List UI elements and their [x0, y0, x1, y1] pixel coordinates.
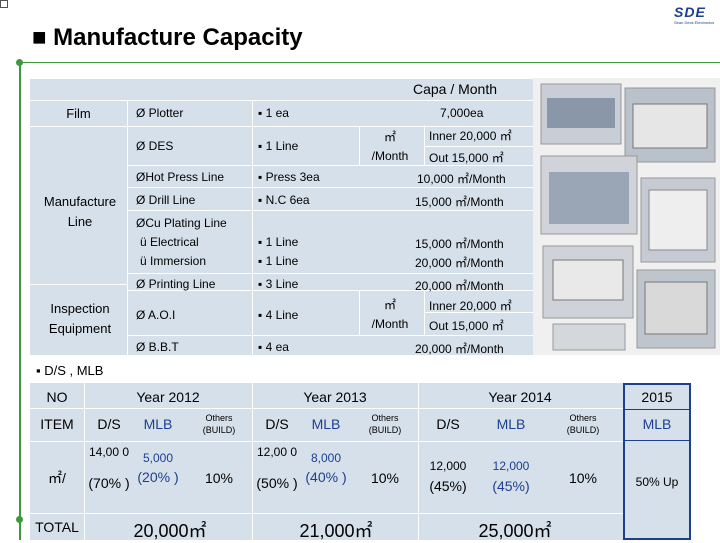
y2012-ds-pct: (70% )	[88, 475, 130, 491]
left-accent-bar	[19, 62, 21, 540]
y2012-others-header: Others (BUILD)	[202, 413, 236, 435]
header-no: NO	[46, 389, 68, 405]
y2013-mlb-header: MLB	[311, 416, 341, 432]
corner-marker	[0, 0, 8, 8]
y2014-ds-value: 12,000	[429, 459, 467, 473]
row-hotpress-capa: 10,000 ㎡/Month	[417, 172, 506, 186]
group-inspection: Inspection Equipment	[48, 301, 112, 336]
y2014-mlb-value: 12,000	[492, 459, 530, 473]
title-text: Manufacture Capacity	[53, 24, 303, 51]
row-total: TOTAL	[35, 519, 79, 535]
row-hotpress-equip: ▪ Press 3ea	[258, 170, 320, 184]
capa-header: Capa / Month	[412, 81, 498, 97]
row-cuplating-equip2: ▪ 1 Line	[258, 254, 299, 268]
capacity-table	[30, 78, 533, 355]
row-aoi-process: Ø A.O.I	[136, 308, 176, 322]
title-bullet: ■	[32, 24, 47, 51]
row-drill-process: Ø Drill Line	[136, 193, 196, 207]
y2014-ds-pct: (45%)	[429, 478, 467, 494]
row-unit: ㎡/	[48, 470, 66, 486]
y2012-mlb-header: MLB	[143, 416, 173, 432]
year-2015-column	[623, 383, 691, 540]
y2013-ds-header: D/S	[265, 416, 289, 432]
y2012-total: 20,000㎡	[133, 521, 207, 541]
row-des-inner: Inner 20,000 ㎡	[429, 129, 512, 143]
page-title: ■ Manufacture Capacity	[32, 24, 303, 52]
year-2014-header: Year 2014	[488, 389, 552, 405]
row-cuplating-immersion: ü Immersion	[140, 254, 207, 268]
y2012-mlb-value: 5,000	[142, 451, 174, 465]
row-printing-capa: 20,000 ㎡/Month	[415, 279, 504, 293]
row-des-process: Ø DES	[136, 139, 174, 153]
row-aoi-out: Out 15,000 ㎡	[429, 319, 504, 333]
y2015-mlb-header: MLB	[642, 416, 672, 432]
row-aoi-equip: ▪ 4 Line	[258, 308, 299, 322]
row-plotter-process: Ø Plotter	[136, 106, 184, 120]
y2013-ds-pct: (50% )	[256, 475, 298, 491]
accent-dot-top	[16, 59, 23, 66]
y2013-ds-value: 12,00 0	[256, 445, 298, 459]
y2015-note: 50% Up	[635, 475, 679, 489]
row-des-equip: ▪ 1 Line	[258, 139, 299, 153]
row-plotter-capa: 7,000ea	[440, 106, 484, 120]
y2014-others-header: Others (BUILD)	[566, 413, 600, 435]
y2014-others-pct: 10%	[568, 470, 598, 486]
y2013-others-pct: 10%	[370, 470, 400, 486]
row-printing-process: Ø Printing Line	[136, 277, 216, 291]
year-2015-header: 2015	[641, 389, 673, 405]
year-2012-header: Year 2012	[136, 389, 200, 405]
row-bbt-process: Ø B.B.T	[136, 340, 179, 354]
row-bbt-capa: 20,000 ㎡/Month	[415, 342, 504, 356]
accent-dot-bottom	[16, 516, 23, 523]
header-item: ITEM	[40, 416, 74, 432]
row-drill-capa: 15,000 ㎡/Month	[415, 195, 504, 209]
row-aoi-inner: Inner 20,000 ㎡	[429, 299, 512, 313]
y2012-ds-value: 14,00 0	[88, 445, 130, 459]
y2014-mlb-header: MLB	[496, 416, 526, 432]
y2013-total: 21,000㎡	[299, 521, 373, 541]
y2012-others-pct: 10%	[204, 470, 234, 486]
row-printing-equip: ▪ 3 Line	[258, 277, 299, 291]
group-manufacture-line: Manufacture Line	[43, 194, 117, 229]
title-underline	[20, 62, 720, 63]
y2013-others-header: Others (BUILD)	[368, 413, 402, 435]
factory-photo-collage	[540, 83, 716, 351]
row-cuplating-capa1: 15,000 ㎡/Month	[415, 237, 504, 251]
factory-photos	[533, 78, 720, 355]
company-logo: SDE Sean Deck Electronics	[674, 4, 716, 26]
y2014-total: 25,000㎡	[478, 521, 552, 541]
row-plotter-equip: ▪ 1 ea	[258, 106, 289, 120]
logo-subtitle: Sean Deck Electronics	[674, 20, 715, 25]
y2014-mlb-pct: (45%)	[492, 478, 530, 494]
row-drill-equip: ▪ N.C 6ea	[258, 193, 310, 207]
row-cuplating-electrical: ü Electrical	[140, 235, 199, 249]
row-des-unit: ㎡ /Month	[371, 130, 409, 163]
y2014-ds-header: D/S	[436, 416, 460, 432]
year-2013-header: Year 2013	[303, 389, 367, 405]
logo-text: SDE	[674, 4, 706, 20]
row-cuplating-equip1: ▪ 1 Line	[258, 235, 299, 249]
row-aoi-unit: ㎡ /Month	[371, 298, 409, 331]
y2013-mlb-value: 8,000	[310, 451, 342, 465]
row-des-out: Out 15,000 ㎡	[429, 151, 504, 165]
row-hotpress-process: ØHot Press Line	[136, 170, 225, 184]
y2013-mlb-pct: (40% )	[305, 469, 347, 485]
row-cuplating-capa2: 20,000 ㎡/Month	[415, 256, 504, 270]
y2012-mlb-pct: (20% )	[137, 469, 179, 485]
y2012-ds-header: D/S	[97, 416, 121, 432]
ds-mlb-label: ▪ D/S , MLB	[36, 363, 104, 378]
row-bbt-equip: ▪ 4 ea	[258, 340, 289, 354]
row-cuplating-process: ØCu Plating Line	[136, 216, 227, 230]
group-film: Film	[66, 106, 91, 121]
